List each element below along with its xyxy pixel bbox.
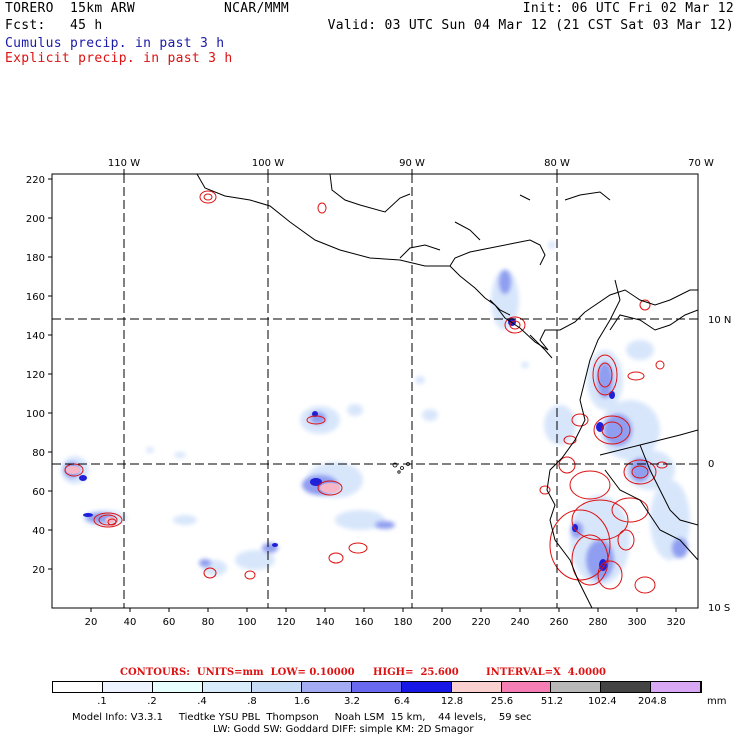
institution-label: NCAR/MMM	[224, 1, 290, 16]
lat-label: 0	[708, 459, 714, 470]
contour-units: CONTOURS: UNITS=mm LOW= 0.10000	[120, 667, 355, 678]
lat-label: 10 S	[708, 603, 730, 614]
colorbar-swatch	[202, 682, 253, 692]
lon-label: 110 W	[108, 158, 140, 169]
x-tick-label: 40	[124, 617, 137, 628]
x-tick-label: 20	[85, 617, 98, 628]
y-tick-label: 140	[26, 331, 45, 342]
colorbar	[52, 681, 702, 693]
y-tick-label: 220	[26, 175, 45, 186]
x-axis-ticks: 20 40 60 80 100 120 140 160 180 200 220 240 260 280 30…	[85, 608, 686, 628]
colorbar-label: 12.8	[440, 696, 464, 707]
colorbar-label: 204.8	[638, 696, 667, 707]
colorbar-label: 6.4	[394, 696, 410, 707]
x-tick-label: 220	[471, 617, 490, 628]
colorbar-label: .1	[97, 696, 107, 707]
init-time: Init: 06 UTC Fri 02 Mar 12	[522, 1, 734, 16]
precip-shading	[52, 174, 698, 608]
contour-interval: INTERVAL=X 4.0000	[486, 667, 606, 678]
lon-label: 80 W	[544, 158, 570, 169]
model-info: Model Info: V3.3.1 Tiedtke YSU PBL Thomp…	[72, 712, 532, 723]
colorbar-label: .4	[197, 696, 207, 707]
y-tick-label: 20	[32, 565, 45, 576]
colorbar-label: 1.6	[294, 696, 310, 707]
forecast-hour: Fcst: 45 h	[5, 18, 103, 33]
lat-label: 10 N	[708, 315, 731, 326]
colorbar-swatch	[53, 682, 103, 692]
model-name: TORERO 15km ARW	[5, 1, 136, 16]
y-tick-label: 80	[32, 448, 45, 459]
coastlines	[196, 174, 698, 608]
colorbar-swatch	[302, 682, 353, 692]
physics-info: LW: Godd SW: Goddard DIFF: simple KM: 2D…	[213, 724, 474, 735]
colorbar-swatch	[601, 682, 652, 692]
explicit-contours	[64, 190, 668, 594]
y-tick-label: 120	[26, 370, 45, 381]
colorbar-swatch	[252, 682, 303, 692]
colorbar-swatch	[651, 682, 701, 692]
x-tick-label: 160	[354, 617, 373, 628]
x-tick-label: 260	[549, 617, 568, 628]
y-tick-label: 40	[32, 526, 45, 537]
legend-cumulus: Cumulus precip. in past 3 h	[5, 36, 225, 51]
x-tick-label: 140	[315, 617, 334, 628]
x-tick-label: 120	[276, 617, 295, 628]
y-tick-label: 180	[26, 253, 45, 264]
graticule	[52, 174, 698, 608]
colorbar-label: 3.2	[344, 696, 360, 707]
lon-label: 70 W	[688, 158, 714, 169]
colorbar-swatch	[451, 682, 502, 692]
x-tick-label: 240	[510, 617, 529, 628]
colorbar-swatch	[352, 682, 402, 692]
colorbar-label: 51.2	[540, 696, 564, 707]
x-tick-label: 200	[432, 617, 451, 628]
colorbar-unit: mm	[707, 696, 727, 707]
colorbar-swatch	[551, 682, 602, 692]
colorbar-swatch	[401, 682, 452, 692]
x-tick-label: 100	[237, 617, 256, 628]
colorbar-label: 102.4	[588, 696, 617, 707]
x-tick-label: 80	[202, 617, 215, 628]
colorbar-label: 25.6	[490, 696, 514, 707]
legend-explicit: Explicit precip. in past 3 h	[5, 51, 233, 66]
colorbar-label: .8	[247, 696, 257, 707]
map-frame	[51, 173, 699, 609]
valid-time: Valid: 03 UTC Sun 04 Mar 12 (21 CST Sat …	[327, 18, 734, 33]
contour-high: HIGH= 25.600	[373, 667, 459, 678]
y-axis-ticks: 20 40 60 80 100 120 140 160 180 200 220	[26, 175, 52, 576]
x-tick-label: 300	[627, 617, 646, 628]
y-tick-label: 60	[32, 487, 45, 498]
colorbar-swatch	[152, 682, 203, 692]
lon-label: 90 W	[399, 158, 425, 169]
x-tick-label: 320	[666, 617, 685, 628]
y-tick-label: 160	[26, 292, 45, 303]
colorbar-label: .2	[147, 696, 157, 707]
x-tick-label: 180	[393, 617, 412, 628]
lon-label: 100 W	[252, 158, 284, 169]
colorbar-swatch	[102, 682, 153, 692]
x-tick-label: 280	[588, 617, 607, 628]
colorbar-swatch	[501, 682, 552, 692]
x-tick-label: 60	[163, 617, 176, 628]
y-tick-label: 200	[26, 214, 45, 225]
y-tick-label: 100	[26, 409, 45, 420]
